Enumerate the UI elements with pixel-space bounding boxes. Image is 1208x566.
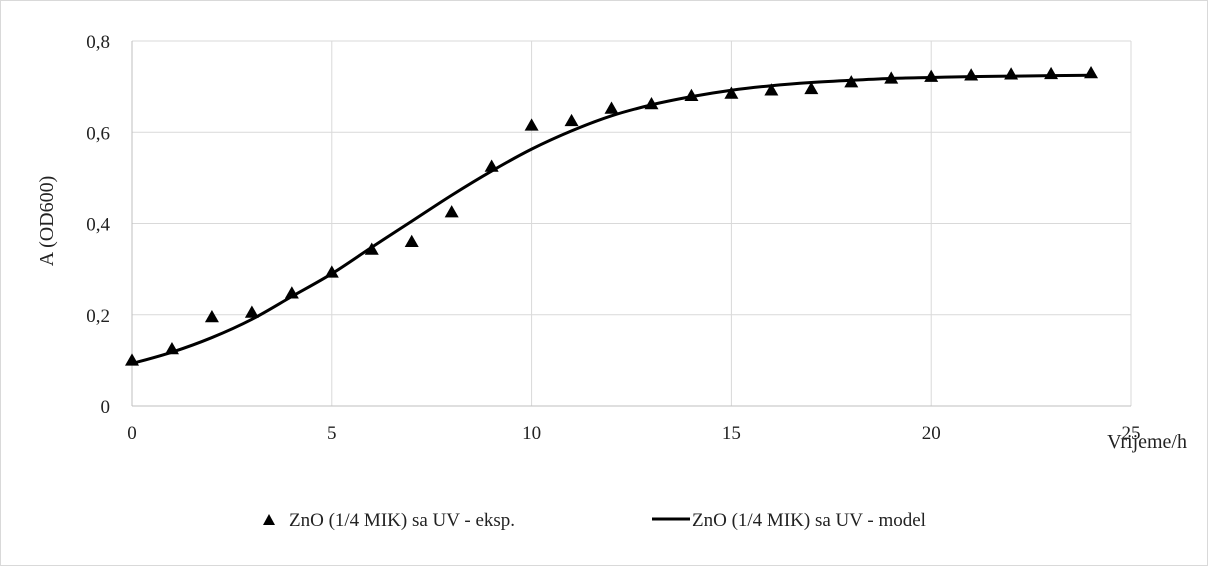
data-point-triangle	[924, 69, 939, 82]
y-tick-label: 0,2	[86, 306, 110, 327]
grid-layer	[132, 40, 1132, 406]
y-axis-title: A (OD600)	[36, 176, 58, 267]
data-point-triangle	[1004, 67, 1019, 80]
data-point-triangle	[204, 310, 219, 323]
legend-marker-triangle	[263, 514, 275, 525]
x-axis-title: Vrijeme/h	[1107, 431, 1187, 453]
data-point-triangle	[764, 83, 779, 96]
axis-layer	[131, 41, 1131, 407]
data-point-triangle	[125, 353, 139, 366]
data-point-triangle	[1044, 66, 1059, 80]
data-point-triangle	[804, 81, 819, 95]
data-point-triangle	[964, 68, 979, 81]
data-point-triangle	[444, 205, 459, 218]
data-point-triangle	[684, 88, 699, 101]
data-point-triangle	[404, 234, 419, 247]
y-tick-label: 0,4	[86, 215, 110, 236]
legend: ZnO (1/4 MIK) sa UV - eksp. ZnO (1/4 MIK…	[263, 510, 926, 531]
x-tick-label: 5	[327, 423, 337, 444]
series-layer	[125, 65, 1099, 366]
data-point-triangle	[284, 286, 299, 299]
data-point-triangle	[244, 305, 259, 318]
y-tick-label: 0,6	[86, 123, 110, 144]
model-curve	[131, 73, 1092, 366]
x-tick-label: 20	[922, 423, 941, 444]
data-point-triangle	[564, 113, 579, 127]
legend-label-model: ZnO (1/4 MIK) sa UV - model	[692, 510, 926, 531]
data-point-triangle	[844, 75, 859, 88]
data-point-triangle	[164, 341, 179, 355]
y-tick-label: 0	[101, 397, 111, 418]
data-point-triangle	[724, 86, 739, 99]
data-point-triangle	[604, 101, 619, 114]
data-point-triangle	[524, 118, 539, 131]
x-tick-label: 0	[127, 423, 137, 444]
tick-labels: 0 0,2 0,4 0,6 0,8 0 5 10 15 20 25	[86, 32, 1140, 444]
data-point-triangle	[884, 71, 899, 84]
data-point-triangle	[1084, 65, 1099, 79]
x-tick-label: 15	[722, 423, 741, 444]
legend-label-experimental: ZnO (1/4 MIK) sa UV - eksp.	[289, 510, 515, 531]
data-point-triangle	[324, 265, 339, 278]
y-tick-label: 0,8	[86, 32, 110, 53]
data-point-triangle	[364, 242, 379, 255]
x-tick-label: 25	[1122, 423, 1141, 444]
data-point-triangle	[644, 96, 659, 110]
x-tick-label: 10	[522, 423, 541, 444]
data-point-triangle	[484, 159, 499, 172]
